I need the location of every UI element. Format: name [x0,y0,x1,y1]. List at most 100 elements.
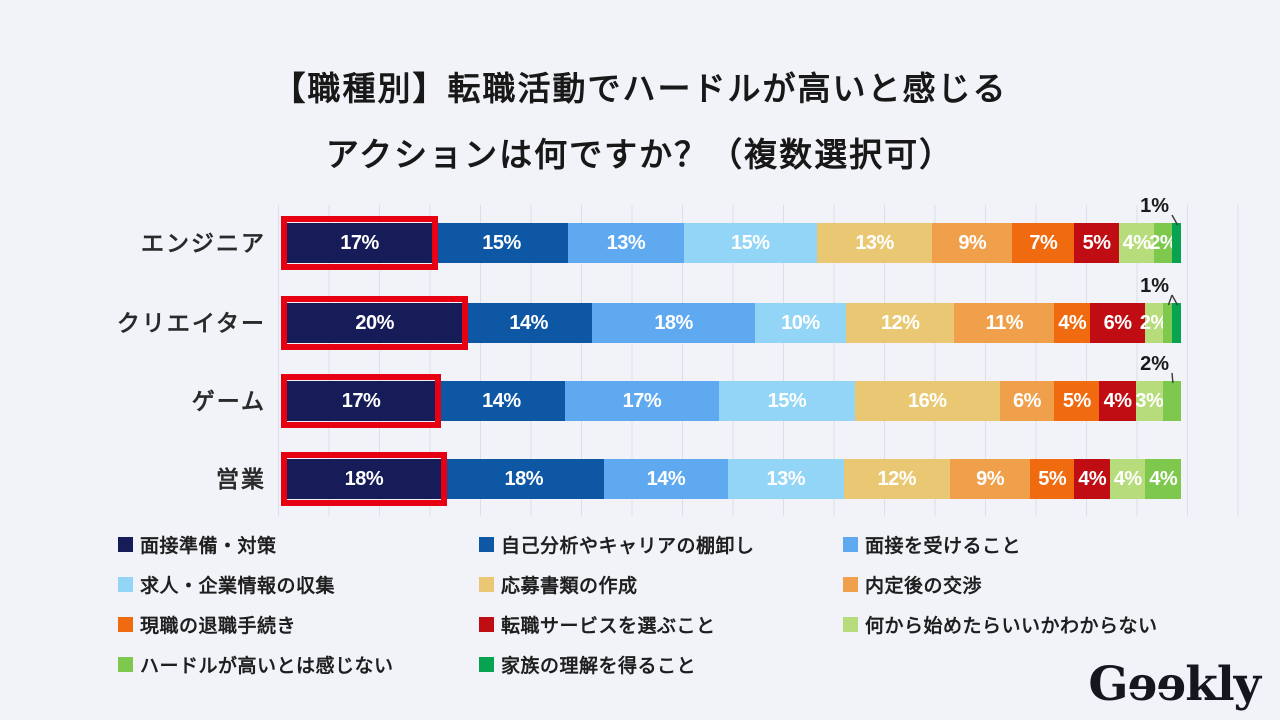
segment-value-label: 6% [1103,311,1132,334]
bar-segment: 14% [465,303,593,343]
outside-value-label: 1% [1140,275,1169,297]
legend-color-chip [843,536,858,552]
bar-segment: 5% [1030,459,1075,499]
legend-item-label: 求人・企業情報の収集 [140,575,336,597]
legend-item: ハードルが高いとは感じない [118,644,479,684]
segment-value-label: 18% [344,467,384,490]
legend-color-chip [479,656,494,672]
bar-segment: 9% [932,223,1013,263]
legend-item-label: ハードルが高いとは感じない [140,655,394,677]
legend-item: 自己分析やキャリアの棚卸し [479,524,843,564]
legend-color-chip [118,616,133,632]
legend-item-label: 面接を受けること [865,535,1022,557]
bar-segment: 7% [1012,223,1075,263]
bar-segment: 6% [999,381,1055,421]
segment-value-label: 16% [908,389,947,412]
bar-segment: 17% [284,223,435,263]
segment-value-label: 4% [1113,467,1142,490]
bar-segment: 18% [284,459,444,499]
segment-value-label: 5% [1082,231,1111,254]
legend-item-label: 応募書類の作成 [501,575,638,597]
legend-color-chip [479,576,494,592]
legend-item-label: 家族の理解を得ること [501,655,697,677]
legend-item: 家族の理解を得ること [479,644,843,684]
bar-segment: 14% [438,381,565,421]
segment-value-label: 4% [1058,311,1087,334]
legend-color-chip [479,616,494,632]
bar-segment: 11% [954,303,1055,343]
category-label: ゲーム [191,388,266,414]
bar-segment: 4% [1074,459,1110,499]
legend-item-label: 現職の退職手続き [140,615,297,637]
legend-item-label: 自己分析やキャリアの棚卸し [501,535,755,557]
bar-segment: 18% [592,303,756,343]
segment-value-label: 17% [341,389,381,412]
legend-color-chip [118,576,133,592]
segment-value-label: 15% [730,231,770,254]
bar-segment: 4% [1145,459,1181,499]
segment-value-label: 17% [622,389,662,412]
highlight-frame [281,374,442,428]
legend-item: 面接を受けること [843,524,1158,564]
bar-segment [1172,223,1181,263]
bar-segment: 10% [755,303,846,343]
legend-item: 面接準備・対策 [118,524,479,564]
segment-value-label: 4% [1103,389,1132,412]
bar-segment: 6% [1090,303,1145,343]
bar-segment: 16% [854,381,1000,421]
bar-segment: 4% [1109,459,1146,499]
segment-value-label: 15% [482,231,521,254]
highlight-frame [281,452,447,506]
bar-segment [1162,381,1181,421]
legend-item-label: 転職サービスを選ぶこと [501,615,716,637]
bar-segment: 17% [564,381,719,421]
bar-segment: 14% [603,459,729,499]
segment-value-label: 13% [606,231,646,254]
segment-value-label: 2% [1149,231,1178,254]
segment-value-label: 11% [985,311,1024,334]
segment-value-label: 10% [781,311,820,334]
bar-segment [1171,303,1181,343]
bar-segment: 5% [1054,381,1100,421]
highlight-frame [281,296,469,350]
bar-segment: 2% [1149,223,1178,263]
bar-segment [1162,303,1172,343]
bar-segment: 4% [1099,381,1136,421]
segment-value-label: 9% [958,231,987,254]
segment-value-label: 15% [767,389,807,412]
segment-value-label: 7% [1029,231,1058,254]
segment-value-label: 2% [1139,311,1168,334]
segment-value-label: 14% [482,389,521,412]
segment-value-label: 13% [766,467,806,490]
bar-segment: 20% [284,303,466,343]
bar-segment: 5% [1074,223,1119,263]
segment-value-label: 9% [976,467,1004,490]
segment-value-label: 4% [1078,467,1107,490]
bar-segment: 15% [683,223,817,263]
bar-segment: 17% [284,381,439,421]
outside-value-label: 2% [1140,353,1169,375]
geekly-logo: Gɘɘkly [1088,657,1261,712]
category-label: エンジニア [141,230,266,256]
bar-segment: 4% [1054,303,1091,343]
segment-value-label: 17% [340,231,379,254]
bar-segment: 12% [843,459,951,499]
legend-color-chip [118,536,133,552]
bar-segment: 2% [1140,303,1168,343]
segment-value-label: 6% [1013,389,1041,412]
legend-item: 何から始めたらいいかわからない [843,604,1158,644]
segment-value-label: 4% [1149,467,1178,490]
legend-item-label: 面接準備・対策 [140,535,277,557]
legend-color-chip [843,616,858,632]
chart-title-line-2: アクションは何ですか？（複数選択可） [325,136,955,173]
segment-value-label: 14% [509,311,548,334]
bar-segment: 3% [1135,381,1164,421]
bar-segment: 15% [718,381,855,421]
segment-value-label: 5% [1038,467,1067,490]
segment-value-label: 5% [1062,389,1091,412]
outside-value-label: 1% [1140,195,1169,217]
segment-value-label: 12% [877,467,917,490]
bar-segment: 18% [443,459,604,499]
legend-color-chip [843,576,858,592]
bar-segment: 15% [434,223,569,263]
